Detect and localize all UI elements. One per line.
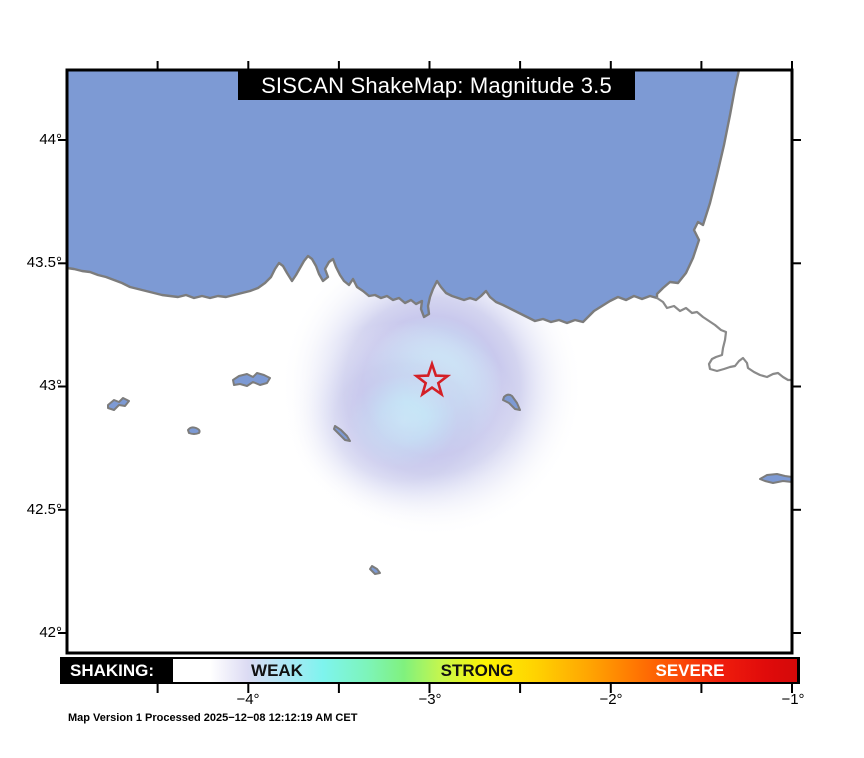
lat-tick-label: 43° <box>39 377 62 394</box>
lake <box>107 397 130 411</box>
shaking-legend: SHAKING: WEAK STRONG SEVERE <box>60 657 800 684</box>
shaking-level-severe: SEVERE <box>655 661 725 680</box>
lat-tick-label: 42° <box>39 624 62 641</box>
shaking-level-strong: STRONG <box>440 661 514 680</box>
shaking-gradient-bar <box>173 659 797 682</box>
lon-tick-label: −3° <box>418 691 442 708</box>
country-border-line <box>655 296 794 382</box>
lon-tick-label: −2° <box>599 691 623 708</box>
lake <box>333 425 351 442</box>
lake <box>502 393 521 411</box>
map-title-text: SISCAN ShakeMap: Magnitude 3.5 <box>261 72 612 98</box>
lat-tick-label: 44° <box>39 131 62 148</box>
lake <box>187 426 201 435</box>
lat-tick-label: 42.5° <box>26 501 62 518</box>
map-title: SISCAN ShakeMap: Magnitude 3.5 <box>238 71 635 100</box>
lat-tick-label: 43.5° <box>26 254 62 271</box>
lon-tick-label: −4° <box>236 691 260 708</box>
lake <box>369 565 381 575</box>
lake <box>232 372 271 387</box>
epicenter-star-icon <box>412 359 452 398</box>
map-canvas <box>58 61 801 693</box>
map-version-text: Map Version 1 Processed 2025−12−08 12:12… <box>68 712 358 724</box>
shaking-legend-title: SHAKING: <box>70 661 155 680</box>
lon-tick-label: −1° <box>781 691 805 708</box>
shaking-intensity-overlay <box>280 234 584 538</box>
shaking-level-weak: WEAK <box>251 661 303 680</box>
axis-ticks <box>58 61 801 693</box>
lake <box>759 473 793 484</box>
lakes <box>107 372 793 575</box>
sea-and-coastline <box>65 68 741 325</box>
